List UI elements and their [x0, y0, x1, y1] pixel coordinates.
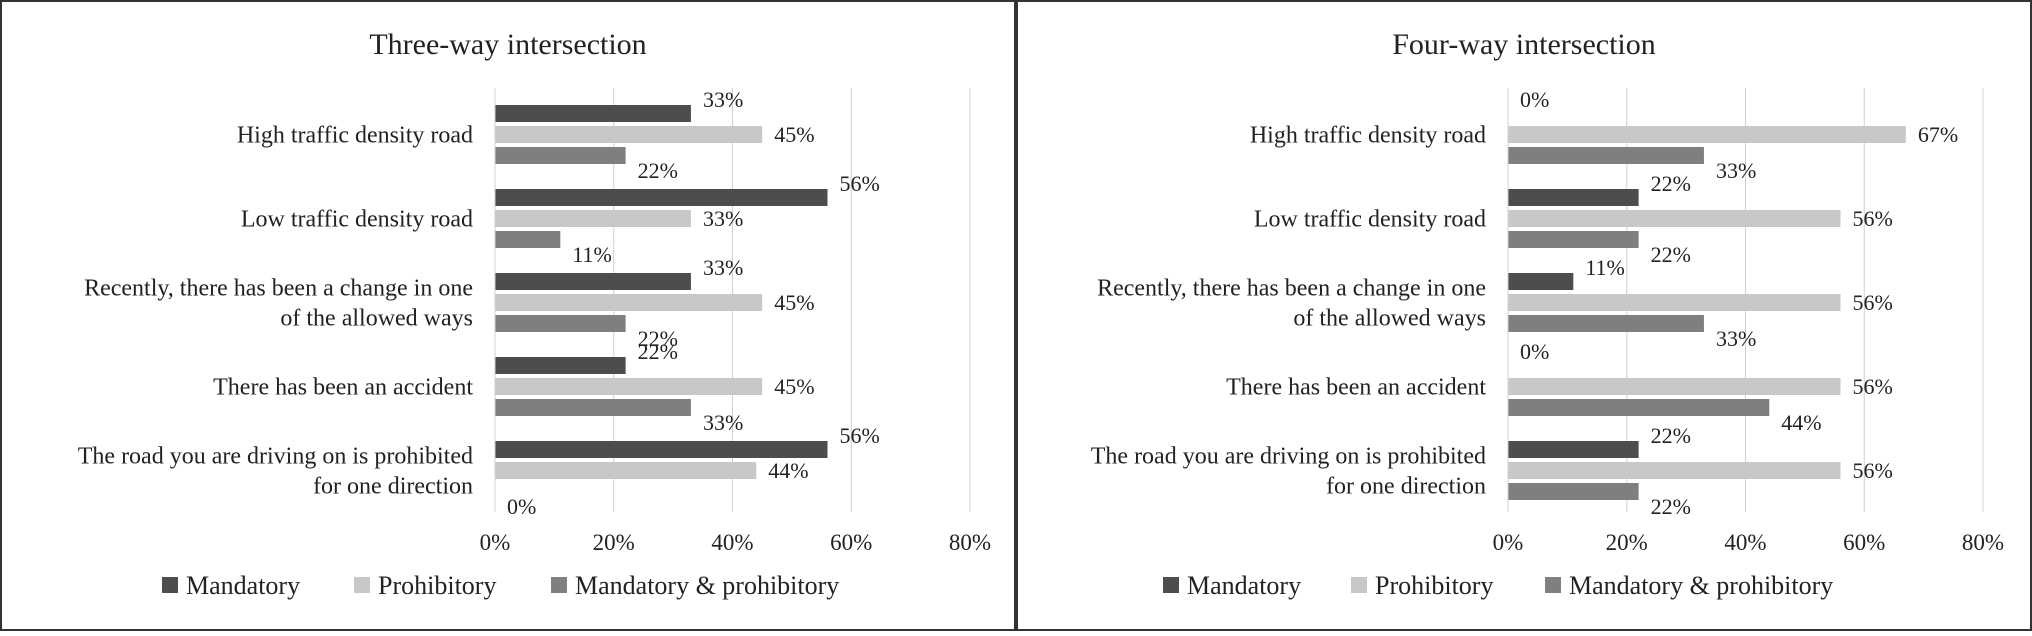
chart-svg-three-way: Three-way intersection 0% 20% 40% 60% 80% High…: [78, 28, 991, 600]
category-label: The road you are driving on is prohibite…: [78, 444, 473, 470]
category-label: of the allowed ways: [280, 306, 473, 332]
legend-swatch-mandatory: [162, 577, 178, 593]
legend-swatch-prohibitory: [354, 577, 370, 593]
data-label: 56%: [840, 171, 880, 196]
data-label: 45%: [774, 122, 814, 147]
bar-prohibitory: [1508, 462, 1841, 479]
bar-mandatory: [495, 273, 691, 290]
category-label: Low traffic density road: [1254, 207, 1486, 233]
data-label: 22%: [1651, 242, 1691, 267]
x-tick-label: 0%: [480, 530, 511, 555]
category-label: for one direction: [1326, 474, 1486, 500]
data-label: 11%: [572, 242, 612, 267]
category-label: There has been an accident: [213, 375, 473, 401]
category-label: for one direction: [313, 474, 473, 500]
bar-prohibitory: [1508, 126, 1906, 143]
category-label: Low traffic density road: [241, 207, 473, 233]
data-label: 33%: [1716, 158, 1756, 183]
legend-swatch-prohibitory: [1351, 577, 1367, 593]
bar-mandatory-prohibitory: [1508, 399, 1770, 416]
legend-swatch-mandatory-prohibitory: [1545, 577, 1561, 593]
category-label: Recently, there has been a change in one: [84, 276, 473, 302]
data-label: 0%: [1520, 339, 1549, 364]
data-label: 33%: [703, 87, 743, 112]
category-label: There has been an accident: [1226, 375, 1486, 401]
bar-mandatory-prohibitory: [1508, 147, 1704, 164]
bar-mandatory-prohibitory: [495, 399, 691, 416]
category-label: The road you are driving on is prohibite…: [1091, 444, 1486, 470]
bar-prohibitory: [495, 378, 763, 395]
x-tick-label: 40%: [1724, 530, 1766, 555]
legend-label: Mandatory: [186, 571, 300, 600]
x-tick-label: 20%: [1606, 530, 1648, 555]
data-label: 67%: [1918, 122, 1958, 147]
data-label: 22%: [638, 326, 678, 351]
chart-title: Four-way intersection: [1392, 28, 1656, 61]
category-label: Recently, there has been a change in one: [1097, 276, 1486, 302]
data-label: 33%: [703, 410, 743, 435]
chart-panel-four-way: Four-way intersection 0% 20% 40% 60% 80% High …: [1016, 0, 2032, 631]
legend-label: Mandatory & prohibitory: [575, 571, 839, 600]
bar-prohibitory: [495, 462, 757, 479]
bar-mandatory: [495, 105, 691, 122]
data-label: 22%: [638, 158, 678, 183]
bar-mandatory-prohibitory: [1508, 483, 1639, 500]
data-label: 56%: [1853, 374, 1893, 399]
chart-title: Three-way intersection: [369, 28, 646, 61]
legend-label: Mandatory: [1187, 571, 1301, 600]
legend-swatch-mandatory-prohibitory: [551, 577, 567, 593]
x-tick-label: 20%: [593, 530, 635, 555]
legend-label: Mandatory & prohibitory: [1569, 571, 1833, 600]
x-tick-label: 0%: [1493, 530, 1524, 555]
bar-mandatory: [1508, 189, 1639, 206]
data-label: 33%: [703, 206, 743, 231]
chart-panel-three-way: Three-way intersection 0% 20% 40% 60% 80% High…: [0, 0, 1016, 631]
bar-mandatory: [495, 189, 828, 206]
data-label: 45%: [774, 374, 814, 399]
category-label: of the allowed ways: [1293, 306, 1486, 332]
bar-mandatory: [495, 441, 828, 458]
data-label: 33%: [703, 255, 743, 280]
bar-mandatory-prohibitory: [1508, 231, 1639, 248]
x-tick-label: 60%: [1843, 530, 1885, 555]
legend-label: Prohibitory: [378, 571, 496, 600]
data-label: 56%: [1853, 458, 1893, 483]
bar-prohibitory: [495, 210, 691, 227]
data-label: 22%: [1651, 423, 1691, 448]
x-tick-label: 80%: [1962, 530, 2004, 555]
bar-mandatory-prohibitory: [495, 315, 626, 332]
bar-prohibitory: [1508, 378, 1841, 395]
bar-prohibitory: [1508, 210, 1841, 227]
legend-swatch-mandatory: [1163, 577, 1179, 593]
legend-label: Prohibitory: [1375, 571, 1493, 600]
bar-prohibitory: [495, 126, 763, 143]
bar-mandatory: [1508, 273, 1574, 290]
bar-mandatory-prohibitory: [495, 231, 561, 248]
chart-svg-four-way: Four-way intersection 0% 20% 40% 60% 80% High …: [1091, 28, 2004, 600]
category-label: High traffic density road: [237, 123, 473, 149]
x-tick-label: 80%: [949, 530, 991, 555]
data-label: 22%: [1651, 494, 1691, 519]
data-label: 22%: [1651, 171, 1691, 196]
x-tick-label: 40%: [711, 530, 753, 555]
bar-mandatory-prohibitory: [495, 147, 626, 164]
data-label: 56%: [1853, 206, 1893, 231]
data-label: 44%: [1781, 410, 1821, 435]
data-label: 11%: [1585, 255, 1625, 280]
category-label: High traffic density road: [1250, 123, 1486, 149]
data-label: 0%: [507, 494, 536, 519]
data-label: 0%: [1520, 87, 1549, 112]
bar-mandatory: [495, 357, 626, 374]
bar-mandatory: [1508, 441, 1639, 458]
data-label: 45%: [774, 290, 814, 315]
bar-prohibitory: [1508, 294, 1841, 311]
data-label: 56%: [840, 423, 880, 448]
x-tick-label: 60%: [830, 530, 872, 555]
data-label: 44%: [768, 458, 808, 483]
data-label: 33%: [1716, 326, 1756, 351]
bar-prohibitory: [495, 294, 763, 311]
data-label: 22%: [638, 339, 678, 364]
data-label: 56%: [1853, 290, 1893, 315]
bar-mandatory-prohibitory: [1508, 315, 1704, 332]
